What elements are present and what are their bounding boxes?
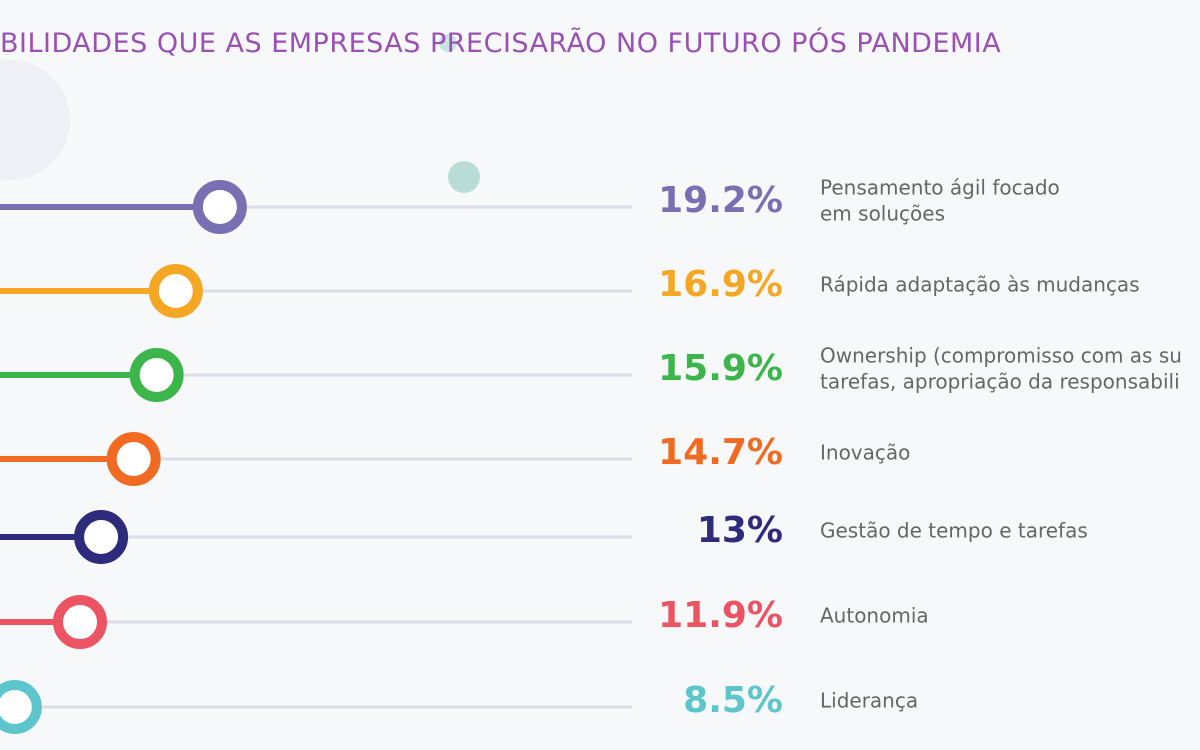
value-label: 15.9% (658, 348, 783, 389)
category-label: Gestão de tempo e tarefas (820, 519, 1088, 543)
category-line: Ownership (compromisso com as su (820, 344, 1182, 368)
dot (148, 264, 203, 318)
value-label: 16.9% (658, 264, 783, 305)
category-line: Inovação (820, 441, 910, 465)
dot (129, 348, 184, 402)
category-label: Rápida adaptação às mudanças (820, 273, 1140, 297)
category-label: Liderança (820, 689, 918, 713)
value-label: 11.9% (658, 595, 783, 636)
decor (439, 34, 457, 52)
dot (0, 680, 42, 734)
decor (0, 60, 70, 180)
dot (106, 432, 161, 486)
category-line: Rápida adaptação às mudanças (820, 273, 1140, 297)
category-line: em soluções (820, 202, 945, 226)
category-line: Liderança (820, 689, 918, 713)
dot (74, 510, 129, 564)
value-label: 19.2% (658, 180, 783, 221)
category-label: Autonomia (820, 604, 929, 628)
category-label: Ownership (compromisso com as su tarefas,… (820, 344, 1182, 394)
category-line: Autonomia (820, 604, 929, 628)
value-label: 8.5% (683, 680, 783, 721)
decor (448, 161, 480, 193)
chart-title: BILIDADES QUE AS EMPRESAS PRECISARÃO NO … (0, 27, 1001, 59)
value-label: 14.7% (658, 432, 783, 473)
category-line: tarefas, apropriação da responsabili (820, 370, 1180, 394)
value-label: 13% (697, 510, 783, 551)
dot (53, 595, 108, 649)
category-label: Inovação (820, 441, 910, 465)
category-line: Pensamento ágil focado (820, 176, 1060, 200)
dot (192, 180, 247, 234)
category-label: Pensamento ágil focado em soluções (820, 176, 1060, 226)
category-line: Gestão de tempo e tarefas (820, 519, 1088, 543)
